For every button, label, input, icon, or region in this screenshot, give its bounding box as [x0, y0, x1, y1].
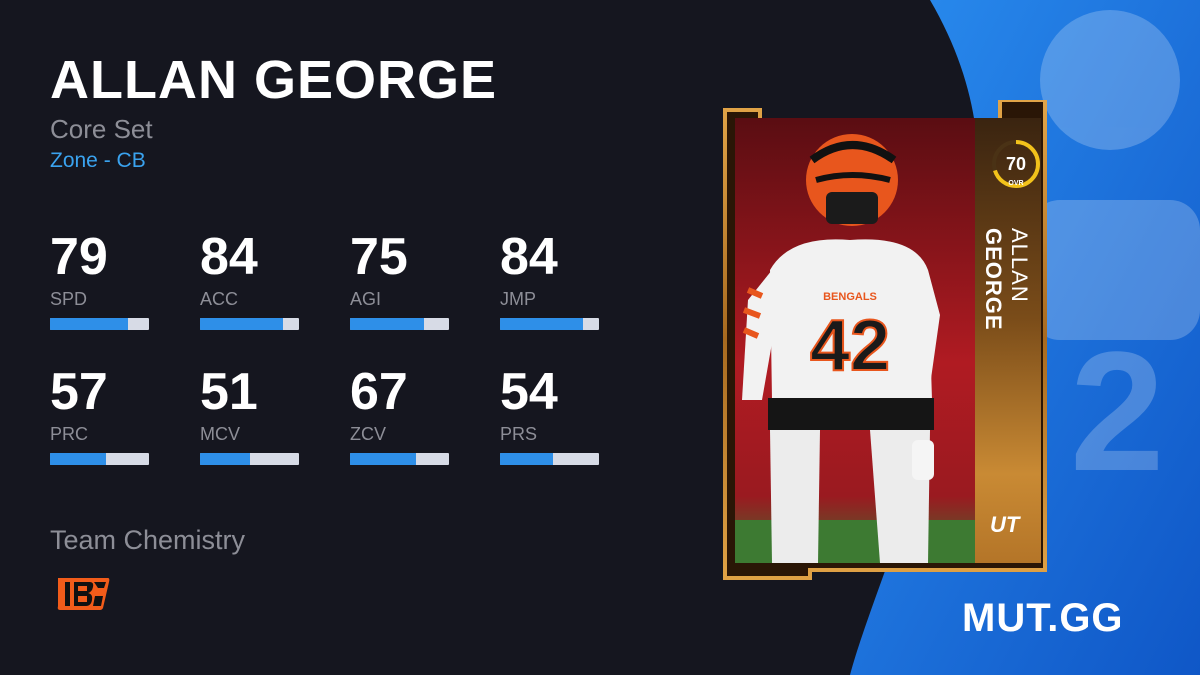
stat-bar — [200, 453, 299, 465]
stat-bar-fill — [500, 318, 584, 330]
stat-bar-fill — [200, 453, 251, 465]
stat-bar-fill — [50, 318, 129, 330]
stats-grid: 79 SPD 84 ACC 75 AGI 84 JMP 57 PRC 51 MC… — [50, 228, 610, 468]
stat-spd: 79 SPD — [50, 228, 150, 333]
stat-prs: 54 PRS — [500, 363, 600, 468]
bengals-logo-icon[interactable] — [56, 574, 110, 612]
site-logo[interactable]: MUT.GG — [962, 596, 1124, 640]
stat-bar-fill — [500, 453, 554, 465]
ovr-label: OVR — [1008, 180, 1023, 187]
player-card[interactable]: 42 BENGALS 70 OVR ALLAN GEORGE UT — [700, 100, 1060, 580]
stat-label: AGI — [350, 289, 382, 309]
stat-agi: 75 AGI — [350, 228, 450, 333]
stat-value: 67 — [350, 363, 408, 421]
card-last-name: GEORGE — [981, 228, 1006, 331]
stat-label: JMP — [500, 289, 536, 309]
stat-value: 57 — [50, 363, 108, 421]
stat-jmp: 84 JMP — [500, 228, 600, 333]
set-name: Core Set — [50, 114, 153, 144]
stat-label: PRS — [500, 424, 538, 444]
stat-value: 84 — [500, 228, 558, 286]
stat-bar — [350, 318, 449, 330]
card-first-name: ALLAN — [1007, 228, 1032, 303]
stat-bar — [350, 453, 449, 465]
stat-value: 75 — [350, 228, 408, 286]
stat-bar — [500, 453, 599, 465]
stat-label: ZCV — [350, 424, 386, 444]
archetype-link[interactable]: Zone - CB — [50, 149, 146, 172]
stat-bar — [50, 318, 149, 330]
stat-zcv: 67 ZCV — [350, 363, 450, 468]
stat-label: SPD — [50, 289, 88, 309]
stat-bar-fill — [350, 318, 425, 330]
stat-label: MCV — [200, 424, 240, 444]
stat-label: ACC — [200, 289, 239, 309]
stat-acc: 84 ACC — [200, 228, 300, 333]
jersey-text: BENGALS — [823, 291, 877, 303]
stat-bar-fill — [50, 453, 107, 465]
stat-bar-fill — [350, 453, 417, 465]
stat-bar-fill — [200, 318, 284, 330]
stat-value: 51 — [200, 363, 258, 421]
ovr-ring — [992, 140, 1040, 188]
stat-mcv: 51 MCV — [200, 363, 300, 468]
ovr-value: 70 — [1006, 154, 1026, 174]
jersey-number: 42 — [810, 306, 890, 386]
program-badge: UT — [990, 512, 1021, 537]
stat-bar — [200, 318, 299, 330]
team-chemistry-title: Team Chemistry — [50, 525, 246, 555]
stat-value: 79 — [50, 228, 108, 286]
stat-prc: 57 PRC — [50, 363, 150, 468]
svg-text:2: 2 — [1070, 317, 1165, 507]
stat-label: PRC — [50, 424, 89, 444]
stat-bar — [50, 453, 149, 465]
stat-bar — [500, 318, 599, 330]
stat-value: 54 — [500, 363, 558, 421]
player-photo: 42 BENGALS — [742, 134, 940, 563]
stat-value: 84 — [200, 228, 258, 286]
player-name: ALLAN GEORGE — [50, 50, 498, 110]
